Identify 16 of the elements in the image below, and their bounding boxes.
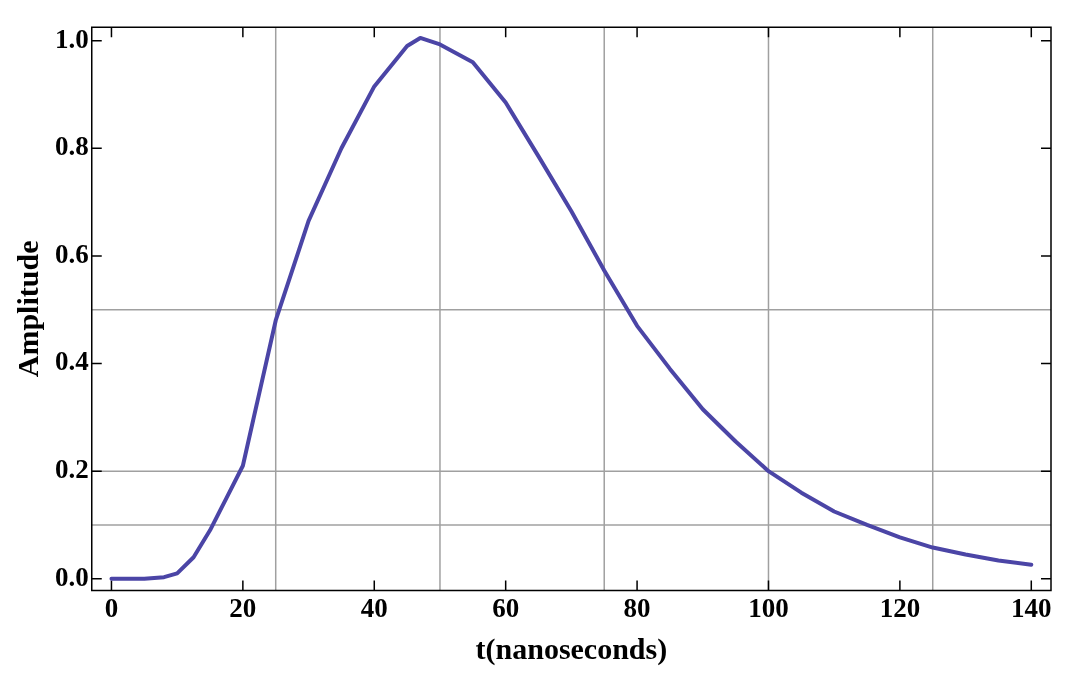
y-tick-label: 0.2 xyxy=(55,454,89,485)
y-tick-label: 1.0 xyxy=(55,23,89,54)
x-tick-label: 0 xyxy=(104,592,119,623)
x-axis-title: t(nanoseconds) xyxy=(475,631,668,666)
y-tick-label: 0.6 xyxy=(55,238,89,269)
y-axis-title: Amplitude xyxy=(10,240,44,378)
x-tick-label: 80 xyxy=(623,592,651,623)
x-tick-label: 140 xyxy=(1011,592,1052,623)
x-tick-label: 120 xyxy=(879,592,921,623)
y-tick-label: 0.4 xyxy=(55,346,89,377)
y-tick-label: 0.0 xyxy=(55,561,89,592)
y-tick-label: 0.8 xyxy=(55,131,89,162)
x-tick-label: 40 xyxy=(360,592,388,623)
x-tick-label: 100 xyxy=(748,592,789,623)
x-tick-label: 60 xyxy=(492,592,520,623)
x-tick-label: 20 xyxy=(229,592,257,623)
